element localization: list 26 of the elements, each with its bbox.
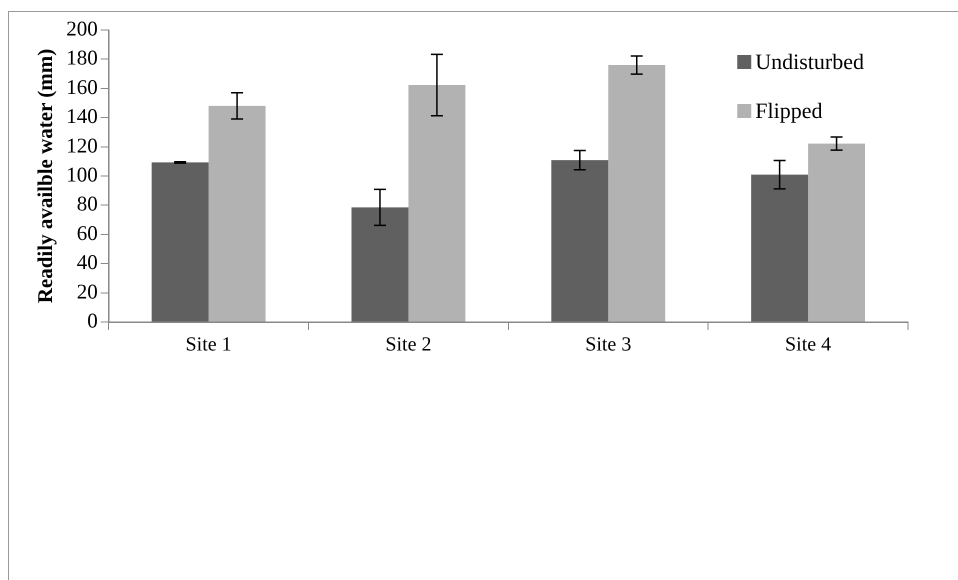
y-axis-title: Readily availble water (mm)	[33, 48, 58, 304]
y-tick-label: 100	[66, 162, 98, 187]
bar	[208, 106, 266, 322]
x-tick-label: Site 4	[785, 333, 832, 356]
y-tick-label: 160	[66, 74, 98, 99]
y-tick-label: 140	[66, 104, 98, 128]
y-tick-label: 0	[87, 308, 98, 333]
y-tick-label: 200	[66, 16, 98, 41]
bar	[351, 207, 408, 322]
x-tick-label: Site 1	[186, 333, 232, 356]
y-tick-label: 40	[76, 250, 98, 274]
legend-label: Flipped	[755, 98, 822, 123]
x-tick-label: Site 3	[585, 333, 632, 356]
y-tick-label: 180	[66, 46, 98, 70]
bar	[808, 144, 866, 322]
y-tick-label: 80	[76, 192, 98, 216]
bar	[551, 160, 608, 322]
y-tick-label: 20	[76, 279, 98, 304]
bar	[408, 85, 466, 322]
y-tick-label: 120	[66, 133, 98, 158]
bar	[751, 174, 808, 322]
bar	[152, 162, 209, 322]
y-tick-label: 60	[76, 220, 98, 245]
legend-label: Undisturbed	[755, 48, 864, 74]
bar	[608, 65, 666, 322]
x-tick-label: Site 2	[385, 333, 432, 356]
